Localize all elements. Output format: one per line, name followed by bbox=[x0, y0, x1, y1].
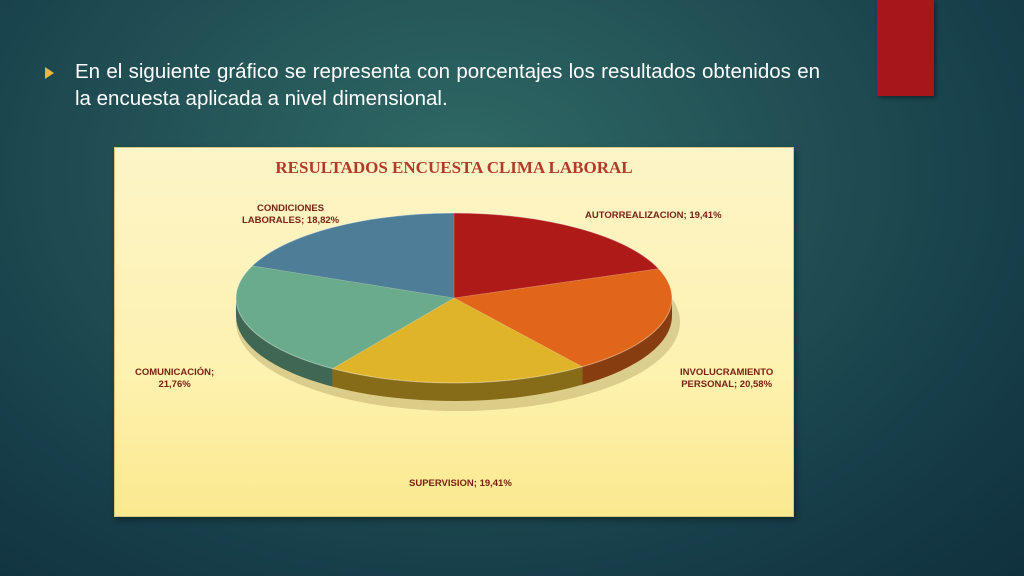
pie-side-2 bbox=[332, 366, 583, 401]
pie-slice-comunicación bbox=[235, 265, 456, 369]
pie-slice-supervision bbox=[331, 297, 584, 384]
pie-slice-condiciones-laborales bbox=[251, 212, 455, 299]
chart-title: RESULTADOS ENCUESTA CLIMA LABORAL bbox=[275, 158, 633, 177]
pie-slice-autorrealizacion bbox=[453, 212, 660, 299]
red-accent-tab bbox=[877, 0, 934, 96]
slice-label-autorrealizacion: AUTORREALIZACION; 19,41% bbox=[585, 210, 722, 221]
bullet-text: En el siguiente gráfico se representa co… bbox=[75, 60, 820, 110]
slice-label-condiciones: CONDICIONES LABORALES; 18,82% bbox=[242, 203, 340, 226]
pie-rim bbox=[235, 212, 673, 384]
pie-side-3 bbox=[236, 298, 333, 387]
pie-chart-svg bbox=[235, 212, 680, 411]
slice-label-involucramiento: INVOLUCRAMIENTO PERSONAL; 20,58% bbox=[680, 367, 774, 390]
slice-label-comunicacion: COMUNICACIÓN; 21,76% bbox=[135, 367, 215, 390]
slice-label-supervision: SUPERVISION; 19,41% bbox=[409, 478, 512, 489]
pie-side-1 bbox=[582, 298, 672, 385]
bullet-arrow-icon bbox=[45, 67, 54, 79]
pie-chart: RESULTADOS ENCUESTA CLIMA LABORAL CONDIC… bbox=[114, 147, 794, 517]
pie-slice-involucramiento-personal bbox=[452, 268, 673, 368]
